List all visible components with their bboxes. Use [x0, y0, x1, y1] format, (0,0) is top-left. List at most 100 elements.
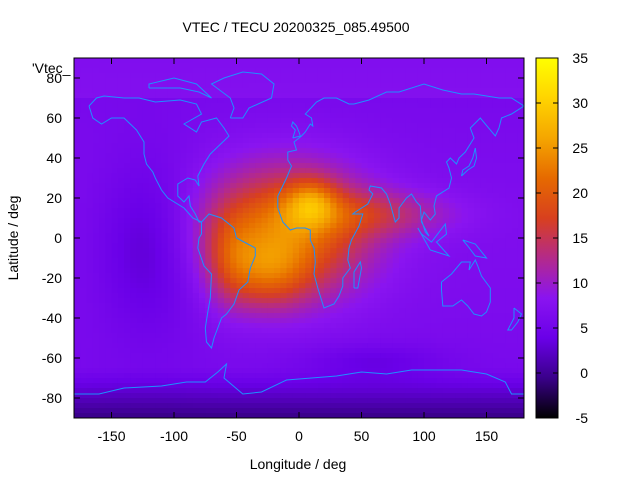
heatmap-cell — [174, 303, 181, 309]
heatmap-cell — [417, 103, 425, 109]
heatmap-cell — [130, 113, 138, 119]
heatmap-cell — [199, 333, 206, 339]
heatmap-cell — [86, 358, 94, 364]
heatmap-cell — [186, 173, 194, 179]
heatmap-cell — [186, 233, 194, 239]
heatmap-cell — [499, 338, 506, 344]
heatmap-cell — [149, 288, 156, 294]
heatmap-cell — [124, 223, 131, 229]
heatmap-cell — [199, 323, 206, 329]
heatmap-cell — [105, 133, 113, 139]
heatmap-cell — [280, 303, 288, 309]
heatmap-cell — [361, 233, 369, 239]
heatmap-cell — [74, 398, 81, 404]
heatmap-cell — [249, 58, 256, 64]
heatmap-cell — [417, 318, 425, 324]
heatmap-cell — [430, 118, 438, 124]
heatmap-cell — [149, 63, 156, 69]
heatmap-cell — [217, 123, 225, 129]
heatmap-cell — [449, 158, 456, 164]
heatmap-cell — [155, 93, 163, 99]
heatmap-cell — [124, 363, 131, 369]
heatmap-cell — [130, 188, 138, 194]
heatmap-cell — [355, 103, 363, 109]
heatmap-cell — [242, 63, 250, 69]
heatmap-cell — [461, 298, 469, 304]
heatmap-cell — [511, 98, 519, 104]
heatmap-cell — [105, 123, 113, 129]
heatmap-cell — [399, 383, 406, 389]
heatmap-cell — [517, 233, 524, 239]
heatmap-cell — [155, 353, 163, 359]
heatmap-cell — [511, 108, 519, 114]
heatmap-cell — [374, 183, 381, 189]
heatmap-cell — [217, 193, 225, 199]
heatmap-cell — [99, 403, 106, 409]
heatmap-cell — [142, 263, 150, 269]
heatmap-cell — [130, 283, 138, 289]
heatmap-cell — [461, 103, 469, 109]
heatmap-cell — [411, 63, 419, 69]
heatmap-cell — [142, 248, 150, 254]
heatmap-cell — [280, 193, 288, 199]
heatmap-cell — [311, 113, 319, 119]
heatmap-cell — [467, 78, 475, 84]
heatmap-cell — [474, 373, 481, 379]
heatmap-cell — [499, 58, 506, 64]
heatmap-cell — [349, 323, 356, 329]
heatmap-cell — [399, 253, 406, 259]
heatmap-cell — [442, 203, 450, 209]
heatmap-cell — [280, 78, 288, 84]
heatmap-cell — [442, 158, 450, 164]
heatmap-cell — [205, 123, 213, 129]
heatmap-cell — [324, 203, 331, 209]
heatmap-cell — [324, 268, 331, 274]
heatmap-cell — [205, 168, 213, 174]
heatmap-cell — [349, 178, 356, 184]
heatmap-cell — [142, 153, 150, 159]
heatmap-cell — [99, 273, 106, 279]
heatmap-cell — [430, 363, 438, 369]
heatmap-cell — [336, 263, 344, 269]
heatmap-cell — [249, 348, 256, 354]
heatmap-cell — [424, 78, 431, 84]
heatmap-cell — [130, 198, 138, 204]
heatmap-cell — [236, 203, 244, 209]
heatmap-cell — [392, 113, 400, 119]
heatmap-cell — [111, 183, 119, 189]
heatmap-cell — [399, 153, 406, 159]
heatmap-cell — [499, 283, 506, 289]
heatmap-cell — [405, 293, 413, 299]
heatmap-cell — [474, 163, 481, 169]
heatmap-cell — [230, 403, 238, 409]
heatmap-cell — [355, 313, 363, 319]
heatmap-cell — [311, 158, 319, 164]
heatmap-cell — [167, 373, 175, 379]
heatmap-cell — [511, 193, 519, 199]
heatmap-cell — [74, 158, 81, 164]
heatmap-cell — [336, 318, 344, 324]
heatmap-cell — [349, 248, 356, 254]
heatmap-cell — [111, 253, 119, 259]
heatmap-cell — [505, 383, 513, 389]
heatmap-cell — [136, 158, 144, 164]
heatmap-cell — [249, 248, 256, 254]
heatmap-cell — [330, 173, 338, 179]
heatmap-cell — [455, 353, 463, 359]
heatmap-cell — [317, 278, 325, 284]
heatmap-cell — [367, 138, 375, 144]
heatmap-cell — [186, 253, 194, 259]
heatmap-cell — [392, 313, 400, 319]
heatmap-cell — [117, 313, 125, 319]
heatmap-cell — [355, 138, 363, 144]
heatmap-cell — [161, 203, 169, 209]
heatmap-cell — [442, 293, 450, 299]
heatmap-cell — [155, 238, 163, 244]
heatmap-cell — [330, 368, 338, 374]
heatmap-cell — [399, 133, 406, 139]
heatmap-cell — [186, 353, 194, 359]
heatmap-cell — [274, 353, 281, 359]
heatmap-cell — [311, 183, 319, 189]
heatmap-cell — [180, 158, 188, 164]
heatmap-cell — [367, 68, 375, 74]
